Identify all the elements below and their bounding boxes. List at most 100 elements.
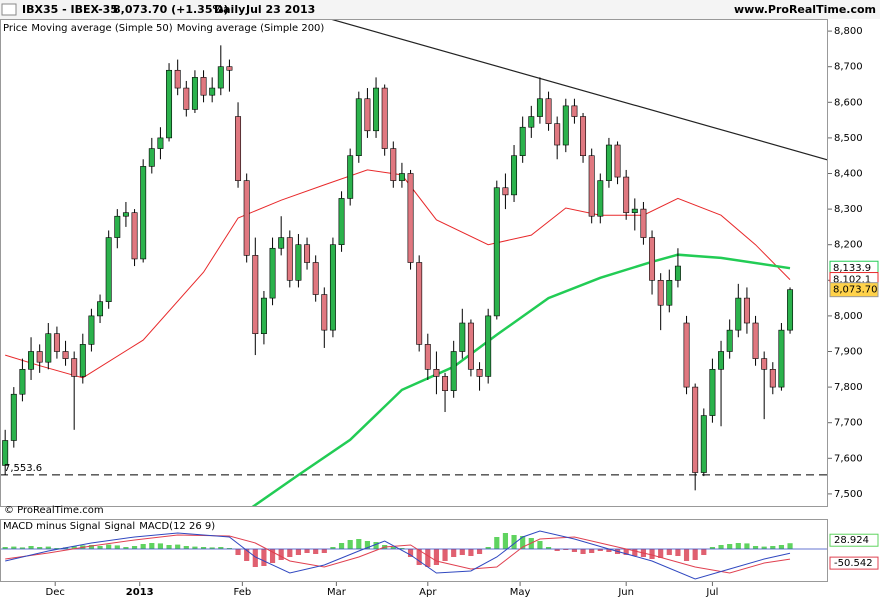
histogram-bar: [54, 548, 60, 549]
candle-body: [433, 368, 440, 377]
period: Daily: [214, 3, 245, 16]
candle-body: [217, 66, 224, 89]
histogram-bar: [390, 547, 396, 549]
candle-body: [329, 244, 336, 331]
candle-body: [71, 358, 78, 377]
candle-body: [459, 322, 466, 352]
x-tick-label: 2013: [126, 587, 154, 598]
histogram-bar: [338, 543, 345, 549]
candle-body: [28, 351, 35, 370]
candle-body: [278, 237, 285, 249]
histogram-bar: [433, 549, 440, 565]
histogram-bar: [692, 549, 698, 560]
y-tick-label: 7,700: [834, 418, 863, 429]
y-tick-label: 8,200: [834, 240, 863, 251]
y-tick-label: 8,000: [834, 311, 863, 322]
y-tick-label: 8,700: [834, 62, 863, 73]
candle-body: [105, 237, 112, 302]
histogram-bar: [727, 544, 733, 549]
histogram-bar: [476, 549, 483, 554]
histogram-bar: [407, 549, 414, 557]
x-tick-label: Dec: [46, 587, 65, 598]
histogram-bar: [623, 549, 629, 555]
candle-body: [2, 440, 9, 466]
candle-body: [97, 301, 104, 317]
histogram-bar: [787, 543, 793, 549]
histogram-bar: [278, 549, 284, 560]
header-bar: [0, 0, 880, 19]
y-tick-label: 7,600: [834, 453, 863, 464]
histogram-bar: [744, 543, 750, 549]
legend-entry: Price: [3, 23, 27, 34]
candle-body: [53, 333, 60, 352]
candle-body: [312, 262, 319, 295]
histogram-bar: [244, 549, 250, 561]
histogram-bar: [752, 546, 759, 549]
histogram-bar: [166, 545, 172, 549]
trendline: [331, 20, 827, 161]
histogram-bar: [97, 546, 103, 549]
histogram-bar: [632, 549, 638, 556]
histogram-bar: [2, 547, 8, 549]
legend-entry: Moving average (Simple 200): [177, 23, 325, 34]
candle-body: [260, 297, 267, 334]
legend-entry: Moving average (Simple 50): [31, 23, 172, 34]
signal-tag: -50.542: [834, 558, 873, 569]
candle-body: [122, 212, 129, 217]
histogram-bar: [45, 546, 51, 549]
candle-body: [304, 244, 311, 263]
histogram-bar: [269, 549, 276, 563]
histogram-bar: [709, 547, 716, 549]
candle-body: [79, 344, 86, 377]
histogram-bar: [718, 545, 724, 549]
macd-plot: [1, 530, 827, 580]
candle-body: [252, 255, 259, 334]
histogram-bar: [658, 549, 664, 558]
histogram-bar: [106, 544, 112, 549]
candle-body: [174, 69, 181, 89]
histogram-bar: [192, 546, 198, 549]
candle-body: [787, 289, 794, 331]
candle-body: [10, 393, 17, 441]
price-plot: [1, 20, 827, 506]
histogram-bar: [442, 549, 448, 561]
symbol: IBX35 - IBEX-35: [22, 3, 118, 16]
signal-tag-box: [829, 556, 879, 570]
hist-tag-box: [829, 533, 879, 547]
close-tag: 8,073.70: [833, 285, 878, 296]
candle-body: [649, 237, 656, 281]
candle-body: [19, 368, 26, 395]
histogram-bar: [597, 549, 603, 551]
histogram-bar: [226, 548, 233, 549]
candle-body: [286, 237, 293, 281]
candle-body: [485, 315, 492, 377]
candle-body: [657, 279, 664, 306]
histogram-bar: [261, 549, 267, 566]
legend-entry: MACD(12 26 9): [139, 521, 215, 532]
candle-body: [131, 212, 138, 260]
histogram-bar: [451, 549, 457, 557]
histogram-bar: [11, 546, 17, 549]
candle-body: [235, 116, 242, 181]
histogram-bar: [347, 540, 353, 549]
candle-body: [347, 155, 354, 199]
histogram-bar: [701, 549, 707, 555]
candle-body: [200, 77, 207, 96]
histogram-bar: [235, 549, 241, 555]
watermark: © ProRealTime.com: [4, 505, 104, 516]
ma-tag: 8,133.9: [833, 263, 871, 274]
histogram-bar: [494, 537, 500, 549]
candle-body: [269, 247, 276, 299]
moving-average: [251, 253, 791, 506]
candle-body: [614, 144, 621, 178]
candle-body: [36, 351, 43, 363]
histogram-bar: [330, 547, 336, 549]
histogram-bar: [209, 547, 215, 549]
candle-body: [355, 98, 362, 157]
candle-body: [709, 368, 716, 416]
histogram-bar: [778, 545, 785, 549]
candle-body: [157, 137, 164, 149]
histogram-bar: [183, 546, 189, 549]
ma-tag: 8,102.1: [833, 275, 871, 286]
